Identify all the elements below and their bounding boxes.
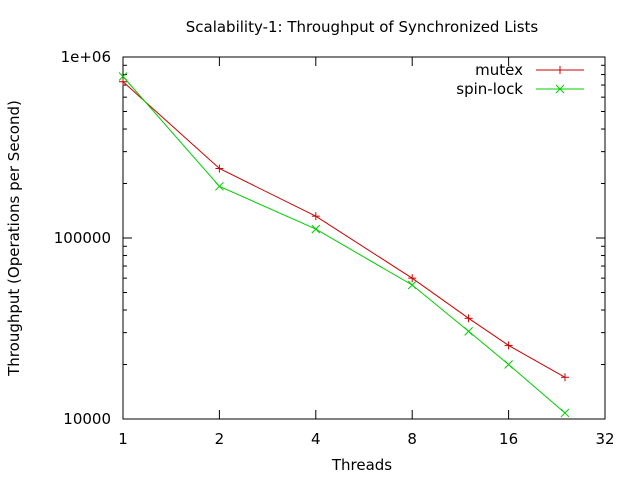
legend-marker-mutex xyxy=(556,66,564,74)
y-tick-label: 100000 xyxy=(54,229,111,247)
x-tick-label: 4 xyxy=(311,430,321,448)
data-point-mutex xyxy=(311,212,320,221)
chart-title: Scalability-1: Throughput of Synchronize… xyxy=(186,18,539,36)
data-point-spin-lock xyxy=(464,326,473,336)
data-point-spin-lock xyxy=(560,408,570,418)
series-layer xyxy=(118,72,570,418)
data-point-mutex xyxy=(504,341,513,350)
x-axis: 1 2 4 8 16 32 xyxy=(118,57,615,448)
y-axis-label: Throughput (Operations per Second) xyxy=(5,100,23,377)
y-tick-label: 10000 xyxy=(63,410,111,428)
x-tick-label: 32 xyxy=(595,430,614,448)
plot-frame xyxy=(122,56,606,420)
series-line-mutex xyxy=(122,81,566,378)
legend-marker-spin-lock xyxy=(555,84,565,94)
legend-label-mutex: mutex xyxy=(475,61,523,79)
data-point-mutex xyxy=(408,274,417,283)
y-axis: 10000 100000 1e+06 xyxy=(54,48,605,428)
data-point-mutex xyxy=(560,373,569,382)
x-tick-label: 16 xyxy=(499,430,518,448)
x-tick-label: 8 xyxy=(407,430,417,448)
data-point-spin-lock xyxy=(407,280,417,290)
y-tick-label: 1e+06 xyxy=(61,48,111,66)
data-point-mutex xyxy=(215,164,224,173)
data-point-mutex xyxy=(119,77,127,86)
data-point-spin-lock xyxy=(311,224,321,234)
data-point-spin-lock xyxy=(215,181,224,191)
data-point-spin-lock xyxy=(118,72,128,81)
legend-label-spin-lock: spin-lock xyxy=(456,80,523,98)
x-tick-label: 1 xyxy=(118,430,128,448)
series-line-spin-lock xyxy=(122,76,566,414)
x-tick-label: 2 xyxy=(215,430,225,448)
data-point-mutex xyxy=(464,314,473,323)
data-point-spin-lock xyxy=(504,360,513,369)
x-axis-label: Threads xyxy=(331,456,392,474)
